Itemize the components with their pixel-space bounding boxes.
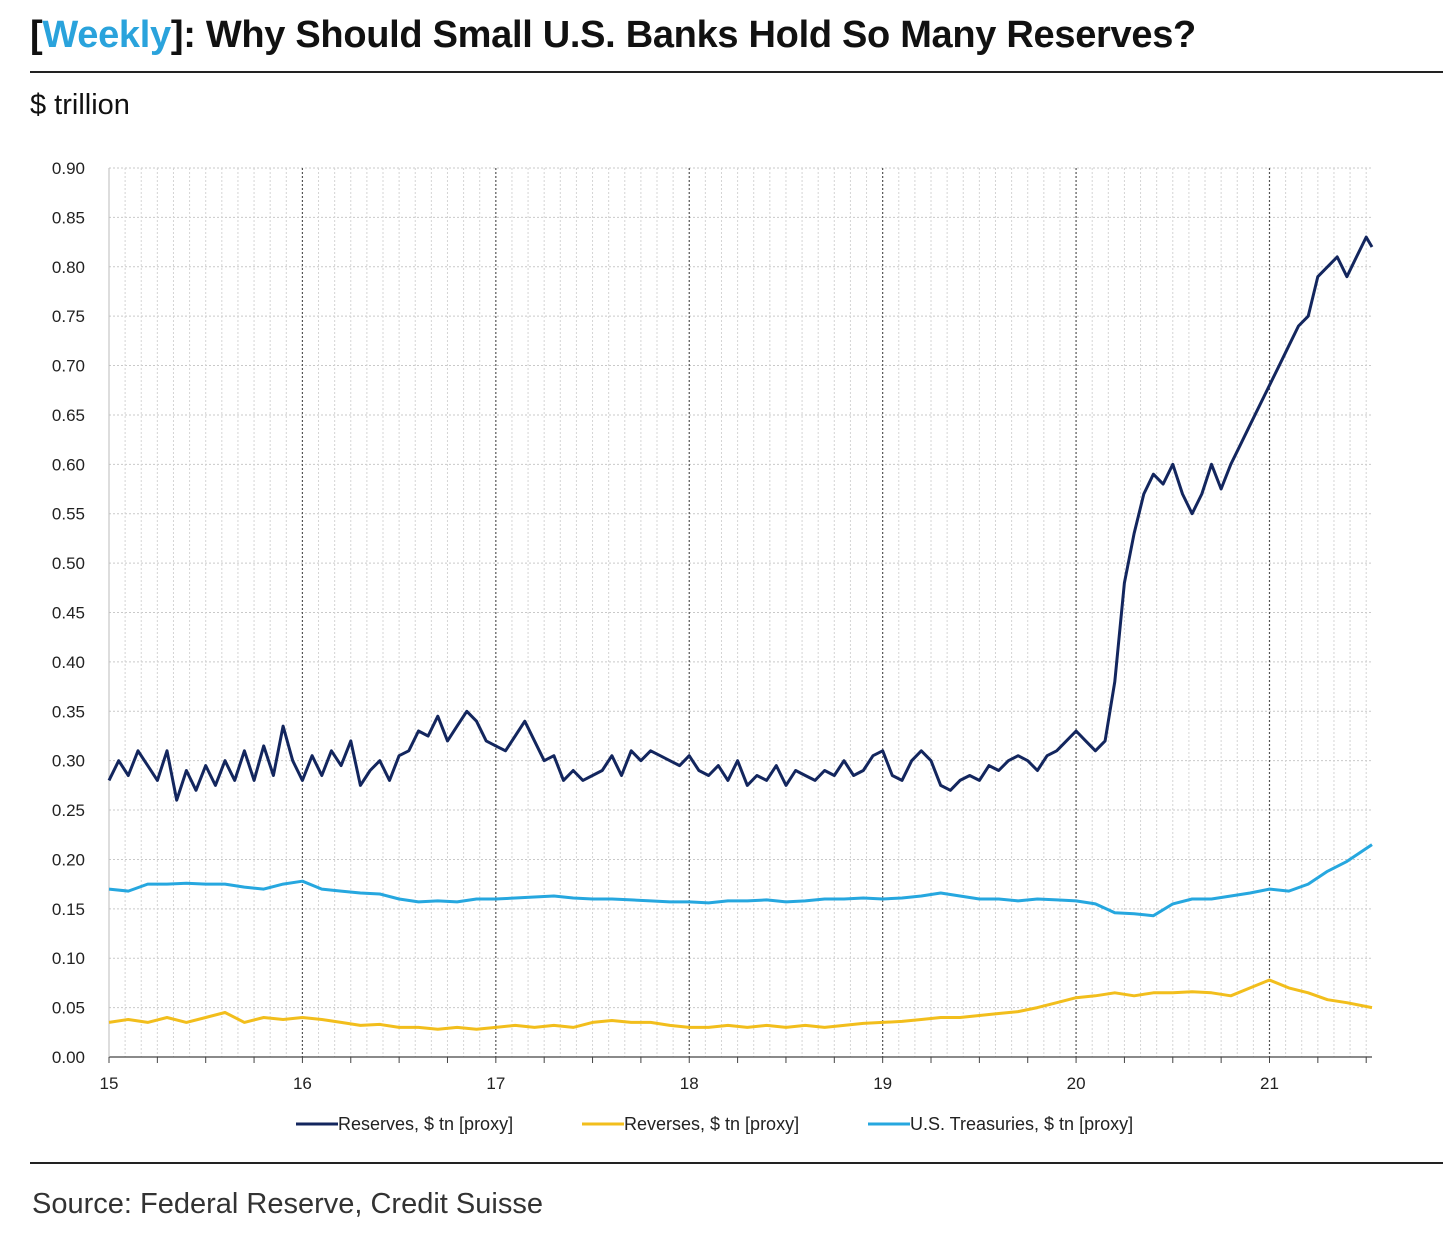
title-divider [30, 71, 1443, 73]
title-bracket-close: ] [170, 14, 184, 56]
y-tick-label: 0.00 [52, 1048, 85, 1067]
series-line-treasuries [108, 843, 1373, 918]
x-tick-label: 18 [680, 1074, 699, 1093]
footer-divider [30, 1162, 1443, 1164]
legend-label-reserves: Reserves, $ tn [proxy] [338, 1114, 513, 1134]
y-tick-label: 0.50 [52, 554, 85, 573]
series-line-reverses [108, 978, 1373, 1031]
y-axis-ticks: 0.00 0.05 0.10 0.15 0.20 0.25 0.30 0.35 0.40 0.45… [52, 159, 85, 1067]
chart-grid [109, 167, 1372, 1057]
y-tick-label: 0.35 [52, 702, 85, 721]
x-tick-label: 16 [293, 1074, 312, 1093]
chart-title: [Weekly]: Why Should Small U.S. Banks Ho… [30, 14, 1196, 57]
y-tick-label: 0.55 [52, 505, 85, 524]
title-bracket-open: [ [30, 14, 43, 56]
y-tick-label: 0.15 [52, 900, 85, 919]
title-tag: Weekly [42, 14, 171, 56]
line-chart: 0.00 0.05 0.10 0.15 0.20 0.25 0.30 0.35 0.40 0.45… [52, 159, 1374, 1134]
y-tick-label: 0.60 [52, 455, 85, 474]
y-unit-label: $ trillion [30, 89, 130, 121]
y-tick-label: 0.25 [52, 801, 85, 820]
chart-series [107, 235, 1374, 1031]
y-tick-label: 0.80 [52, 258, 85, 277]
x-tick-label: 19 [873, 1074, 892, 1093]
y-tick-label: 0.40 [52, 653, 85, 672]
y-tick-label: 0.20 [52, 850, 85, 869]
chart-legend: Reserves, $ tn [proxy] Reverses, $ tn [pr… [296, 1114, 1133, 1134]
x-tick-label: 15 [100, 1074, 119, 1093]
y-tick-label: 0.05 [52, 999, 85, 1018]
y-tick-label: 0.45 [52, 604, 85, 623]
x-tick-label: 21 [1260, 1074, 1279, 1093]
series-line-reserves [107, 235, 1374, 802]
y-tick-label: 0.70 [52, 357, 85, 376]
x-tick-label: 17 [486, 1074, 505, 1093]
source-note: Source: Federal Reserve, Credit Suisse [32, 1188, 543, 1220]
legend-label-reverses: Reverses, $ tn [proxy] [624, 1114, 799, 1134]
y-tick-label: 0.65 [52, 406, 85, 425]
legend-label-treasuries: U.S. Treasuries, $ tn [proxy] [910, 1114, 1133, 1134]
x-tick-label: 20 [1067, 1074, 1086, 1093]
y-tick-label: 0.75 [52, 307, 85, 326]
y-tick-label: 0.85 [52, 208, 85, 227]
chart-axes [108, 168, 1372, 1063]
title-text: : Why Should Small U.S. Banks Hold So Ma… [183, 14, 1196, 56]
y-tick-label: 0.90 [52, 159, 85, 178]
x-axis-ticks: 15 16 17 18 19 20 21 [100, 1074, 1279, 1093]
y-tick-label: 0.10 [52, 949, 85, 968]
y-tick-label: 0.30 [52, 752, 85, 771]
